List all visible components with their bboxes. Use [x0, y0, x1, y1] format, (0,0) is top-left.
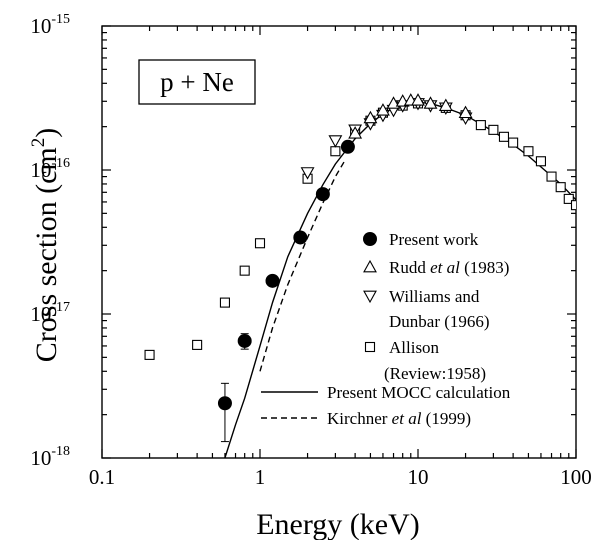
y-tick-label: 10-17	[30, 300, 70, 326]
data-point-allison-review-1958	[555, 182, 566, 193]
legend-marker	[363, 259, 377, 273]
panel-label-box: p + Ne	[138, 59, 256, 105]
data-point-present-work	[265, 273, 280, 288]
data-point-present-work	[237, 333, 252, 348]
data-point-allison-review-1958	[254, 238, 266, 249]
data-point-allison-review-1958	[239, 265, 250, 276]
plot-border	[101, 25, 577, 459]
x-tick-label: 100	[560, 465, 592, 489]
data-point-allison-review-1958	[508, 137, 519, 148]
legend-label-part: (1983)	[460, 258, 510, 277]
data-point-allison-review-1958	[475, 120, 486, 131]
legend-label: Kirchner et al (1999)	[327, 409, 471, 428]
data-point-allison-review-1958	[219, 297, 230, 308]
data-point-allison-review-1958	[488, 124, 499, 135]
legend-label-part: et al	[430, 258, 460, 277]
data-point-allison-review-1958	[523, 146, 534, 157]
data-point-allison-review-1958	[563, 193, 574, 204]
y-tick-base: 10	[30, 14, 51, 38]
data-point-allison-review-1958	[498, 131, 510, 142]
y-tick-label: 10-16	[30, 156, 70, 182]
y-axis-title: Cross section (cm2)	[28, 128, 63, 362]
y-tick-exponent: -16	[51, 156, 70, 171]
x-tick-label: 1	[255, 465, 266, 489]
plot-frame	[101, 25, 577, 459]
data-point-rudd-et-al-1983	[438, 98, 453, 111]
data-layer	[144, 93, 576, 458]
y-axis-title-main: Cross section (cm	[30, 147, 63, 362]
data-point-rudd-et-al-1983	[348, 126, 363, 139]
legend-label-cont: (Review:1958)	[384, 364, 486, 383]
data-point-allison-review-1958	[570, 200, 576, 211]
data-point-allison-review-1958	[144, 349, 155, 360]
legend-label-part: Kirchner	[327, 409, 392, 428]
y-tick-exponent: -18	[51, 444, 70, 459]
panel-label-frame	[138, 59, 256, 105]
legend-label-part: Present work	[389, 230, 479, 249]
data-point-present-work	[293, 230, 308, 245]
y-tick-base: 10	[30, 302, 51, 326]
data-point-allison-review-1958	[546, 171, 557, 182]
data-point-rudd-et-al-1983	[363, 110, 378, 124]
data-point-rudd-et-al-1983	[423, 96, 438, 109]
legend-label: Allison	[389, 338, 440, 357]
data-point-rudd-et-al-1983	[458, 105, 473, 119]
x-axis-title: Energy (keV)	[256, 508, 420, 540]
legend-label-part: Allison	[389, 338, 440, 357]
series-line-kirchner-et-al-1999	[259, 158, 347, 372]
legend-label: Present MOCC calculation	[327, 383, 511, 402]
legend-label-part: et al	[392, 409, 422, 428]
legend-label-part: Present MOCC calculation	[327, 383, 511, 402]
y-tick-label: 10-15	[30, 12, 70, 38]
legend-label-part: Rudd	[389, 258, 430, 277]
data-point-allison-review-1958	[535, 156, 546, 167]
data-point-present-work	[340, 139, 355, 154]
y-tick-base: 10	[30, 446, 51, 470]
panel-label: p + Ne	[160, 67, 234, 97]
legend-label: Present work	[389, 230, 479, 249]
y-axis-title-sup: 2	[28, 138, 49, 148]
x-tick-label: 0.1	[89, 465, 115, 489]
y-tick-base: 10	[30, 158, 51, 182]
legend-marker	[363, 290, 377, 304]
legend-marker	[364, 341, 376, 353]
data-point-rudd-et-al-1983	[411, 93, 425, 106]
legend-label-part: Williams and	[389, 287, 480, 306]
y-tick-exponent: -15	[51, 12, 70, 27]
data-point-present-work	[315, 187, 330, 202]
legend-marker	[363, 232, 377, 246]
legend-label-part: (1999)	[421, 409, 471, 428]
legend-label-cont: Dunbar (1966)	[389, 312, 490, 331]
y-axis-title-close: )	[30, 128, 63, 138]
data-point-rudd-et-al-1983	[376, 103, 390, 116]
legend: Present work Rudd et al (1983) Williams an…	[261, 230, 511, 428]
legend-label: Williams and	[389, 287, 480, 306]
data-point-allison-review-1958	[192, 339, 203, 350]
legend-label: Rudd et al (1983)	[389, 258, 509, 277]
data-point-present-work	[217, 396, 232, 411]
y-tick-exponent: -17	[51, 300, 70, 315]
data-point-williams-and-dunbar-1966	[328, 135, 343, 148]
x-tick-label: 10	[408, 465, 429, 489]
y-tick-label: 10-18	[30, 444, 70, 470]
data-point-allison-review-1958	[330, 146, 341, 157]
data-point-williams-and-dunbar-1966	[300, 167, 315, 180]
